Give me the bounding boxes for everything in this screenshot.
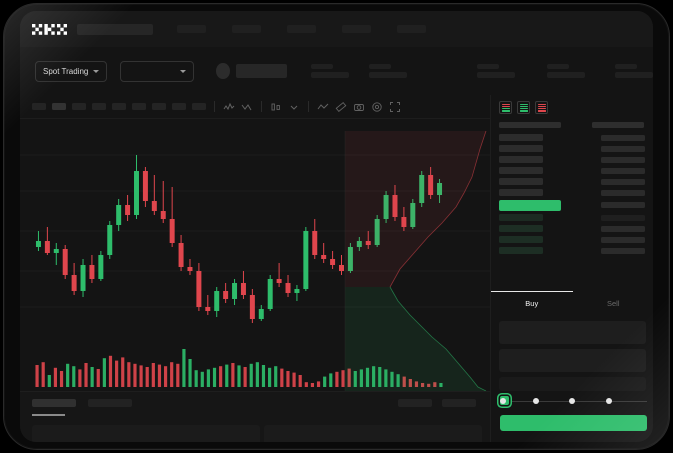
orders-action-1[interactable] bbox=[398, 399, 432, 407]
orderbook-mode-asks[interactable] bbox=[535, 101, 548, 114]
tab-sell[interactable]: Sell bbox=[606, 299, 620, 308]
timeframe-button-1[interactable] bbox=[32, 103, 46, 110]
timeframe-button-2[interactable] bbox=[52, 103, 66, 110]
orderbook-column-headers bbox=[491, 119, 653, 132]
compare-icon[interactable] bbox=[241, 101, 253, 113]
orderbook-ask-row[interactable] bbox=[499, 176, 645, 187]
toolbar-divider bbox=[308, 101, 309, 112]
price-chart[interactable] bbox=[20, 119, 490, 391]
market-sub-toolbar: Spot Trading bbox=[20, 47, 653, 95]
orders-panel-right bbox=[264, 425, 482, 442]
camera-icon[interactable] bbox=[353, 101, 365, 113]
market-type-label: Spot Trading bbox=[43, 66, 89, 76]
line-chart-icon[interactable] bbox=[317, 101, 329, 113]
orderbook-rows[interactable] bbox=[491, 132, 653, 256]
orderbook-bid-row[interactable] bbox=[499, 223, 645, 234]
app-screen: Spot Trading bbox=[20, 11, 653, 442]
orders-tab-1[interactable] bbox=[32, 399, 76, 407]
nav-item-3[interactable] bbox=[287, 25, 316, 33]
ticker-stat-2 bbox=[369, 64, 407, 78]
slider-step-75[interactable] bbox=[606, 397, 612, 404]
order-price-field[interactable] bbox=[499, 321, 646, 344]
chart-toolbar bbox=[20, 95, 490, 119]
place-order-button[interactable] bbox=[500, 415, 647, 431]
orderbook-ask-row[interactable] bbox=[499, 132, 645, 143]
orderbook-ask-row[interactable] bbox=[499, 143, 645, 154]
indicator-icon[interactable] bbox=[223, 101, 235, 113]
orderbook-ask-row[interactable] bbox=[499, 154, 645, 165]
timeframe-button-8[interactable] bbox=[172, 103, 186, 110]
slider-step-25[interactable] bbox=[533, 397, 539, 404]
timeframe-button-4[interactable] bbox=[92, 103, 106, 110]
timeframe-button-3[interactable] bbox=[72, 103, 86, 110]
fullscreen-icon[interactable] bbox=[389, 101, 401, 113]
orders-actions bbox=[398, 399, 476, 407]
tab-buy[interactable]: Buy bbox=[491, 291, 573, 314]
timeframe-button-7[interactable] bbox=[152, 103, 166, 110]
order-side-tabs: Buy Sell bbox=[491, 291, 653, 314]
orderbook-bid-row[interactable] bbox=[499, 245, 645, 256]
coin-avatar-icon bbox=[216, 63, 230, 79]
last-price-value bbox=[235, 64, 287, 78]
orders-panel-left bbox=[32, 425, 260, 442]
orderbook-last-price bbox=[499, 198, 645, 212]
orderbook-and-order-form: Buy Sell bbox=[490, 95, 653, 442]
order-amount-slider[interactable] bbox=[500, 395, 647, 407]
nav-item-4[interactable] bbox=[342, 25, 371, 33]
nav-item-2[interactable] bbox=[232, 25, 261, 33]
ruler-icon[interactable] bbox=[335, 101, 347, 113]
timeframe-button-6[interactable] bbox=[132, 103, 146, 110]
timeframe-button-9[interactable] bbox=[192, 103, 206, 110]
trading-pair-select[interactable] bbox=[120, 60, 195, 82]
slider-step-50[interactable] bbox=[569, 397, 575, 404]
ticker-stat-5 bbox=[615, 64, 653, 78]
toolbar-divider bbox=[261, 101, 262, 112]
slider-track bbox=[504, 400, 647, 402]
search-input[interactable] bbox=[77, 23, 153, 35]
orderbook-ask-row[interactable] bbox=[499, 187, 645, 198]
nav-item-1[interactable] bbox=[177, 25, 206, 33]
order-amount-field[interactable] bbox=[499, 349, 646, 372]
market-type-dropdown[interactable]: Spot Trading bbox=[35, 60, 108, 82]
orders-action-2[interactable] bbox=[442, 399, 476, 407]
toolbar-divider bbox=[214, 101, 215, 112]
chevron-down-icon bbox=[93, 69, 100, 73]
okx-logo-icon[interactable] bbox=[32, 23, 67, 35]
orderbook-col-price bbox=[499, 122, 561, 128]
candlestick-chart-canvas[interactable] bbox=[20, 119, 490, 391]
timeframe-button-5[interactable] bbox=[112, 103, 126, 110]
orderbook-mode-bids[interactable] bbox=[517, 101, 530, 114]
orderbook-bid-row[interactable] bbox=[499, 212, 645, 223]
orders-tab-list bbox=[32, 399, 132, 407]
order-total-field[interactable] bbox=[499, 377, 646, 391]
orders-panel bbox=[20, 391, 490, 442]
settings-icon[interactable] bbox=[371, 101, 383, 113]
orderbook-view-modes bbox=[491, 95, 653, 119]
orders-tab-2[interactable] bbox=[88, 399, 132, 407]
chart-type-icon[interactable] bbox=[270, 101, 282, 113]
ticker-stat-1 bbox=[311, 64, 349, 78]
orderbook-ask-row[interactable] bbox=[499, 165, 645, 176]
orders-tab-active-indicator bbox=[32, 414, 65, 416]
ticker-stat-3 bbox=[477, 64, 515, 78]
top-navigation-bar bbox=[20, 11, 653, 47]
orderbook-bid-row[interactable] bbox=[499, 234, 645, 245]
chevron-down-icon[interactable] bbox=[288, 101, 300, 113]
ticker-stat-4 bbox=[547, 64, 585, 78]
orderbook-mode-both[interactable] bbox=[499, 101, 512, 114]
chevron-down-icon bbox=[180, 69, 187, 73]
orderbook-col-amount bbox=[592, 122, 644, 128]
nav-item-5[interactable] bbox=[397, 25, 426, 33]
